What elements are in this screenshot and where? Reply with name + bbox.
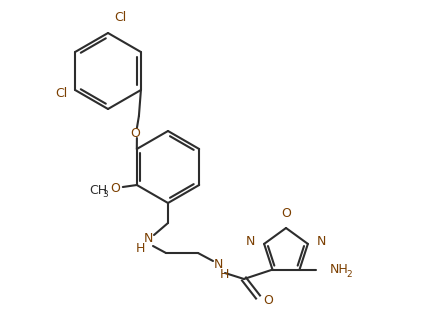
Text: N: N (143, 233, 152, 245)
Text: Cl: Cl (114, 11, 126, 24)
Text: O: O (110, 183, 120, 195)
Text: O: O (280, 207, 290, 220)
Text: H: H (219, 268, 228, 282)
Text: CH: CH (89, 185, 107, 197)
Text: Cl: Cl (55, 88, 67, 100)
Text: 2: 2 (346, 270, 351, 279)
Text: O: O (130, 128, 139, 140)
Text: N: N (245, 235, 255, 248)
Text: N: N (316, 235, 326, 248)
Text: O: O (262, 293, 272, 307)
Text: N: N (213, 259, 222, 271)
Text: H: H (135, 241, 144, 255)
Text: NH: NH (329, 263, 347, 276)
Text: 3: 3 (102, 190, 108, 199)
